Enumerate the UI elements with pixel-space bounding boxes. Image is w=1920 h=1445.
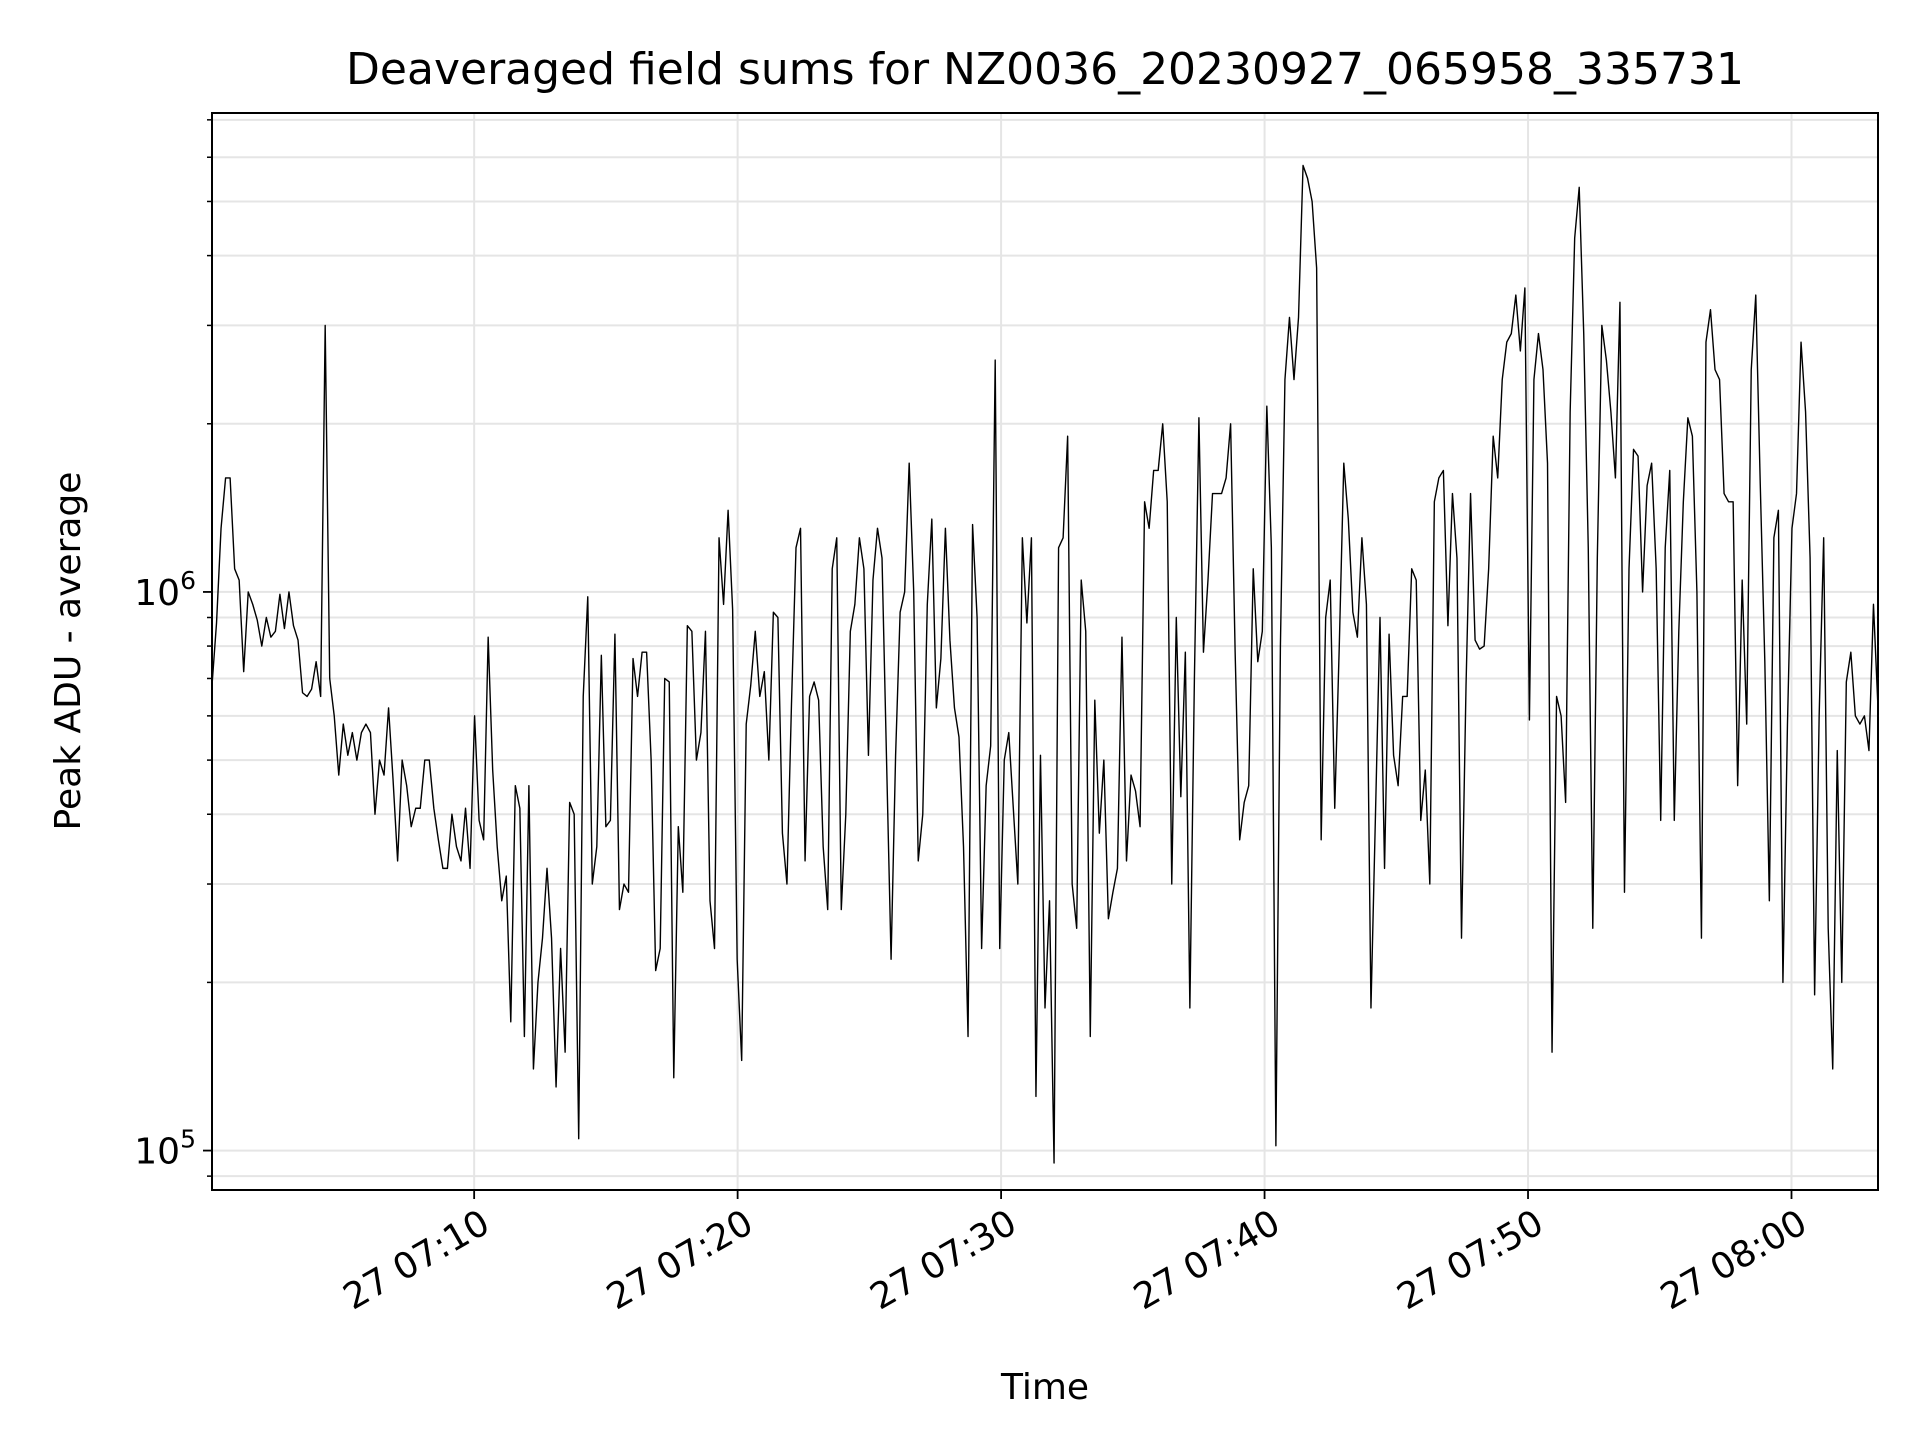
grid: [212, 113, 1878, 1190]
y-tick-label: 106: [134, 566, 196, 614]
x-axis-label: Time: [1000, 1367, 1089, 1408]
x-tick-label: 27 07:20: [600, 1202, 760, 1318]
x-tick-label: 27 07:10: [337, 1202, 497, 1318]
x-tick-label: 27 07:30: [864, 1202, 1024, 1318]
x-ticks: 27 07:10 27 07:20 27 07:30 27 07:40 27 07:50…: [337, 1190, 1814, 1318]
x-tick-label: 27 07:40: [1127, 1202, 1287, 1318]
x-tick-label: 27 07:50: [1391, 1202, 1551, 1318]
chart-title: Deaveraged field sums for NZ0036_2023092…: [346, 44, 1744, 95]
y-tick-label: 105: [134, 1125, 196, 1173]
plot-frame: [211, 112, 1879, 1191]
y-axis-label: Peak ADU - average: [48, 472, 89, 831]
series-layer: [211, 164, 1879, 1164]
x-tick-label: 27 08:00: [1654, 1202, 1814, 1318]
series-line: [211, 164, 1879, 1164]
y-ticks: 105 106: [134, 119, 212, 1177]
